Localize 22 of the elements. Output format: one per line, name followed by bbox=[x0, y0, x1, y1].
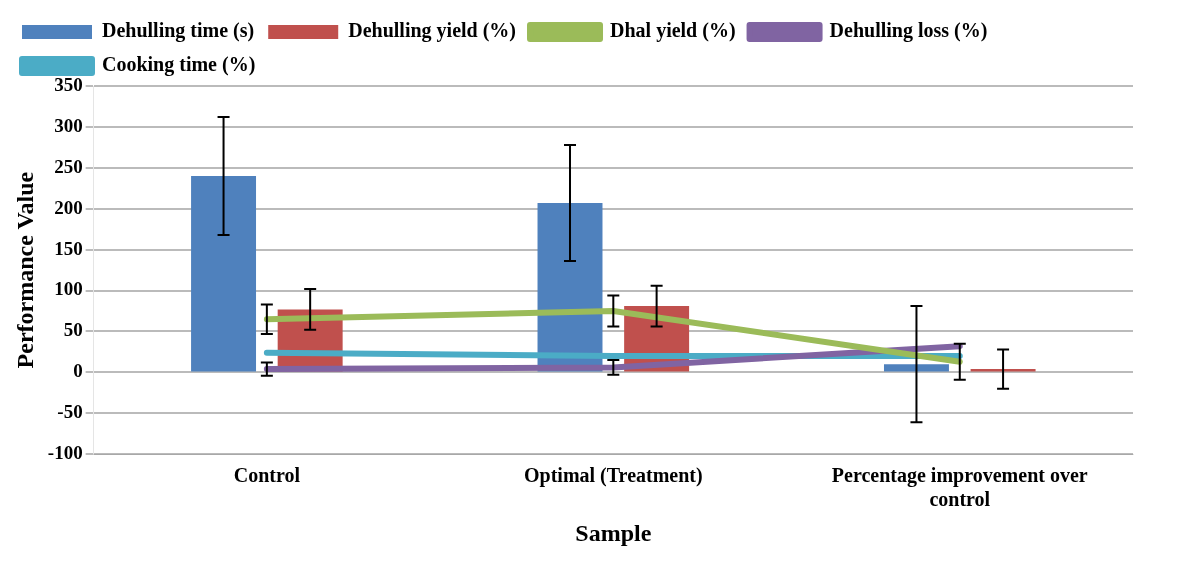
bar bbox=[883, 364, 949, 372]
y-tick-label: 200 bbox=[54, 196, 83, 218]
x-tick-label: Percentage improvement over control bbox=[831, 464, 1088, 511]
y-tick-label: 350 bbox=[54, 73, 83, 95]
y-tick-label: -100 bbox=[47, 442, 83, 464]
y-tick-label: 250 bbox=[54, 155, 83, 177]
bar bbox=[191, 176, 257, 372]
x-tick-label: Optimal (Treatment) bbox=[523, 464, 703, 488]
y-axis-title: Performance Value bbox=[11, 171, 38, 369]
legend-label: Cooking time (%) bbox=[102, 53, 256, 77]
y-tick-label: -50 bbox=[57, 401, 83, 423]
legend-label: Dhal yield (%) bbox=[610, 19, 736, 43]
legend-label: Dehulling loss (%) bbox=[829, 19, 988, 43]
legend-label: Dehulling yield (%) bbox=[348, 19, 517, 43]
y-tick-label: 50 bbox=[63, 319, 83, 341]
y-tick-label: 300 bbox=[54, 114, 83, 136]
x-axis-title: Sample bbox=[575, 519, 652, 546]
legend-label: Dehulling time (s) bbox=[102, 19, 255, 43]
y-tick-label: 100 bbox=[54, 278, 83, 300]
x-tick-label: Control bbox=[233, 464, 301, 487]
y-tick-label: 0 bbox=[73, 360, 83, 382]
y-tick-label: 150 bbox=[54, 237, 83, 259]
